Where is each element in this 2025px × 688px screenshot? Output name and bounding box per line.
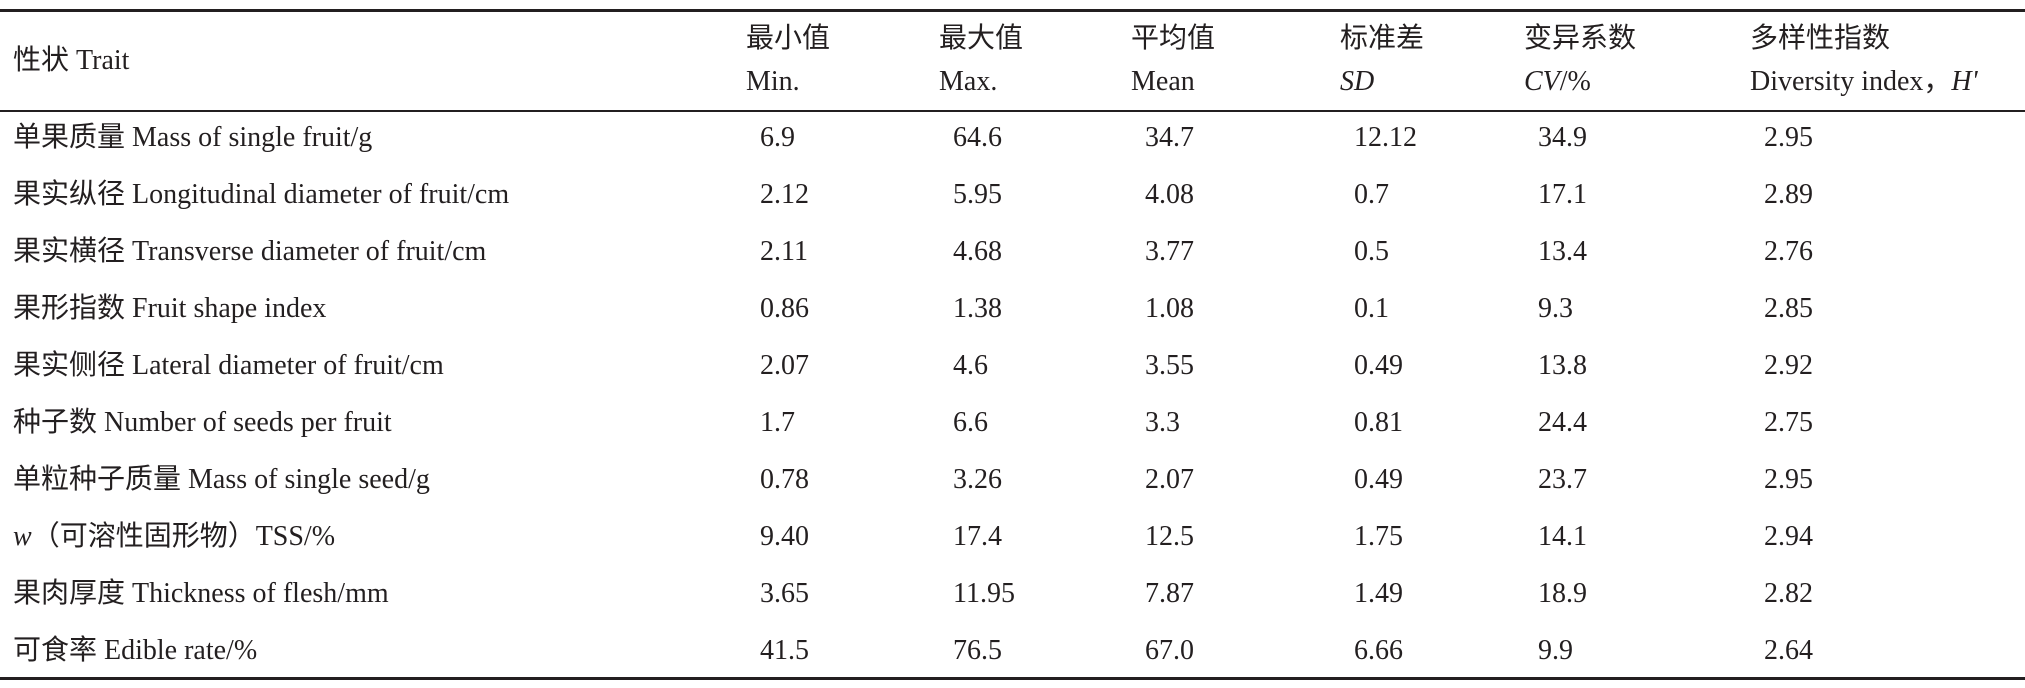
value-cell: 41.5 — [760, 635, 809, 666]
value-cell: 2.76 — [1764, 236, 1813, 267]
text-part: Diversity index， — [1750, 66, 1952, 97]
header-cell: 性状 Trait — [13, 45, 130, 76]
trait-cell: 果形指数 Fruit shape index — [13, 293, 327, 324]
value-cell: 14.1 — [1538, 521, 1587, 552]
value-cell: 0.7 — [1354, 179, 1389, 210]
header-cell: Min. — [746, 66, 800, 97]
value-cell: 67.0 — [1145, 635, 1194, 666]
value-cell: 3.55 — [1145, 350, 1194, 381]
value-cell: 2.75 — [1764, 407, 1813, 438]
value-cell: 2.85 — [1764, 293, 1813, 324]
value-cell: 6.66 — [1354, 635, 1403, 666]
value-cell: 2.07 — [1145, 464, 1194, 495]
value-cell: 2.92 — [1764, 350, 1813, 381]
value-cell: 2.95 — [1764, 122, 1813, 153]
value-cell: 0.81 — [1354, 407, 1403, 438]
value-cell: 64.6 — [953, 122, 1002, 153]
header-cell: CV/% — [1524, 68, 1591, 96]
trait-cell: 果肉厚度 Thickness of flesh/mm — [13, 578, 389, 609]
value-cell: 11.95 — [953, 578, 1015, 609]
value-cell: 2.95 — [1764, 464, 1813, 495]
trait-cell: 果实侧径 Lateral diameter of fruit/cm — [13, 350, 444, 381]
value-cell: 7.87 — [1145, 578, 1194, 609]
value-cell: 76.5 — [953, 635, 1002, 666]
value-cell: 0.5 — [1354, 236, 1389, 267]
value-cell: 18.9 — [1538, 578, 1587, 609]
value-cell: 3.3 — [1145, 407, 1180, 438]
value-cell: 13.4 — [1538, 236, 1587, 267]
value-cell: 2.11 — [760, 236, 808, 267]
trait-cell: 种子数 Number of seeds per fruit — [13, 407, 392, 438]
value-cell: 34.9 — [1538, 122, 1587, 153]
value-cell: 1.08 — [1145, 293, 1194, 324]
trait-cell: 可食率 Edible rate/% — [13, 635, 258, 666]
value-cell: 2.94 — [1764, 521, 1813, 552]
value-cell: 4.08 — [1145, 179, 1194, 210]
text-part: SD — [1340, 66, 1375, 97]
value-cell: 3.65 — [760, 578, 809, 609]
header-rule — [0, 110, 2025, 112]
value-cell: 1.7 — [760, 407, 795, 438]
value-cell: 9.3 — [1538, 293, 1573, 324]
value-cell: 4.6 — [953, 350, 988, 381]
value-cell: 6.9 — [760, 122, 795, 153]
value-cell: 17.1 — [1538, 179, 1587, 210]
value-cell: 2.07 — [760, 350, 809, 381]
trait-cell: 单粒种子质量 Mass of single seed/g — [13, 464, 430, 495]
value-cell: 3.77 — [1145, 236, 1194, 267]
trait-cell: 果实纵径 Longitudinal diameter of fruit/cm — [13, 179, 510, 210]
value-cell: 0.49 — [1354, 350, 1403, 381]
value-cell: 12.5 — [1145, 521, 1194, 552]
text-part: （可溶性固形物）TSS/% — [31, 521, 336, 552]
value-cell: 0.78 — [760, 464, 809, 495]
value-cell: 0.1 — [1354, 293, 1389, 324]
value-cell: 2.12 — [760, 179, 809, 210]
header-cell: Diversity index，H' — [1750, 68, 1978, 96]
header-cell: Max. — [939, 66, 998, 97]
trait-cell: 单果质量 Mass of single fruit/g — [13, 122, 373, 153]
value-cell: 4.68 — [953, 236, 1002, 267]
header-cell: Mean — [1131, 66, 1195, 97]
trait-cell: 果实横径 Transverse diameter of fruit/cm — [13, 236, 487, 267]
trait-cell: w（可溶性固形物）TSS/% — [13, 523, 335, 551]
top-rule — [0, 9, 2025, 12]
header-cell: 变异系数 — [1524, 23, 1637, 54]
value-cell: 17.4 — [953, 521, 1002, 552]
header-cell: SD — [1340, 68, 1374, 96]
header-cell: 平均值 — [1131, 23, 1216, 54]
header-cell: 最小值 — [746, 23, 831, 54]
value-cell: 1.75 — [1354, 521, 1403, 552]
value-cell: 6.6 — [953, 407, 988, 438]
header-cell: 最大值 — [939, 23, 1024, 54]
value-cell: 2.82 — [1764, 578, 1813, 609]
value-cell: 9.9 — [1538, 635, 1573, 666]
value-cell: 2.64 — [1764, 635, 1813, 666]
value-cell: 0.49 — [1354, 464, 1403, 495]
text-part: w — [13, 521, 32, 552]
value-cell: 0.86 — [760, 293, 809, 324]
value-cell: 34.7 — [1145, 122, 1194, 153]
value-cell: 13.8 — [1538, 350, 1587, 381]
text-part: /% — [1559, 66, 1591, 97]
header-cell: 多样性指数 — [1750, 23, 1891, 54]
bottom-rule — [0, 677, 2025, 680]
value-cell: 1.38 — [953, 293, 1002, 324]
value-cell: 5.95 — [953, 179, 1002, 210]
value-cell: 3.26 — [953, 464, 1002, 495]
value-cell: 23.7 — [1538, 464, 1587, 495]
value-cell: 2.89 — [1764, 179, 1813, 210]
value-cell: 12.12 — [1354, 122, 1417, 153]
value-cell: 1.49 — [1354, 578, 1403, 609]
text-part: CV — [1524, 66, 1560, 97]
value-cell: 24.4 — [1538, 407, 1587, 438]
header-cell: 标准差 — [1340, 23, 1425, 54]
value-cell: 9.40 — [760, 521, 809, 552]
text-part: H' — [1951, 66, 1978, 97]
